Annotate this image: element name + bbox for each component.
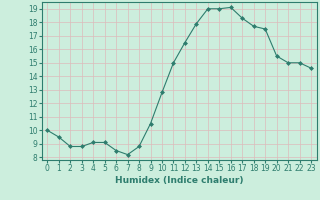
X-axis label: Humidex (Indice chaleur): Humidex (Indice chaleur): [115, 176, 244, 185]
